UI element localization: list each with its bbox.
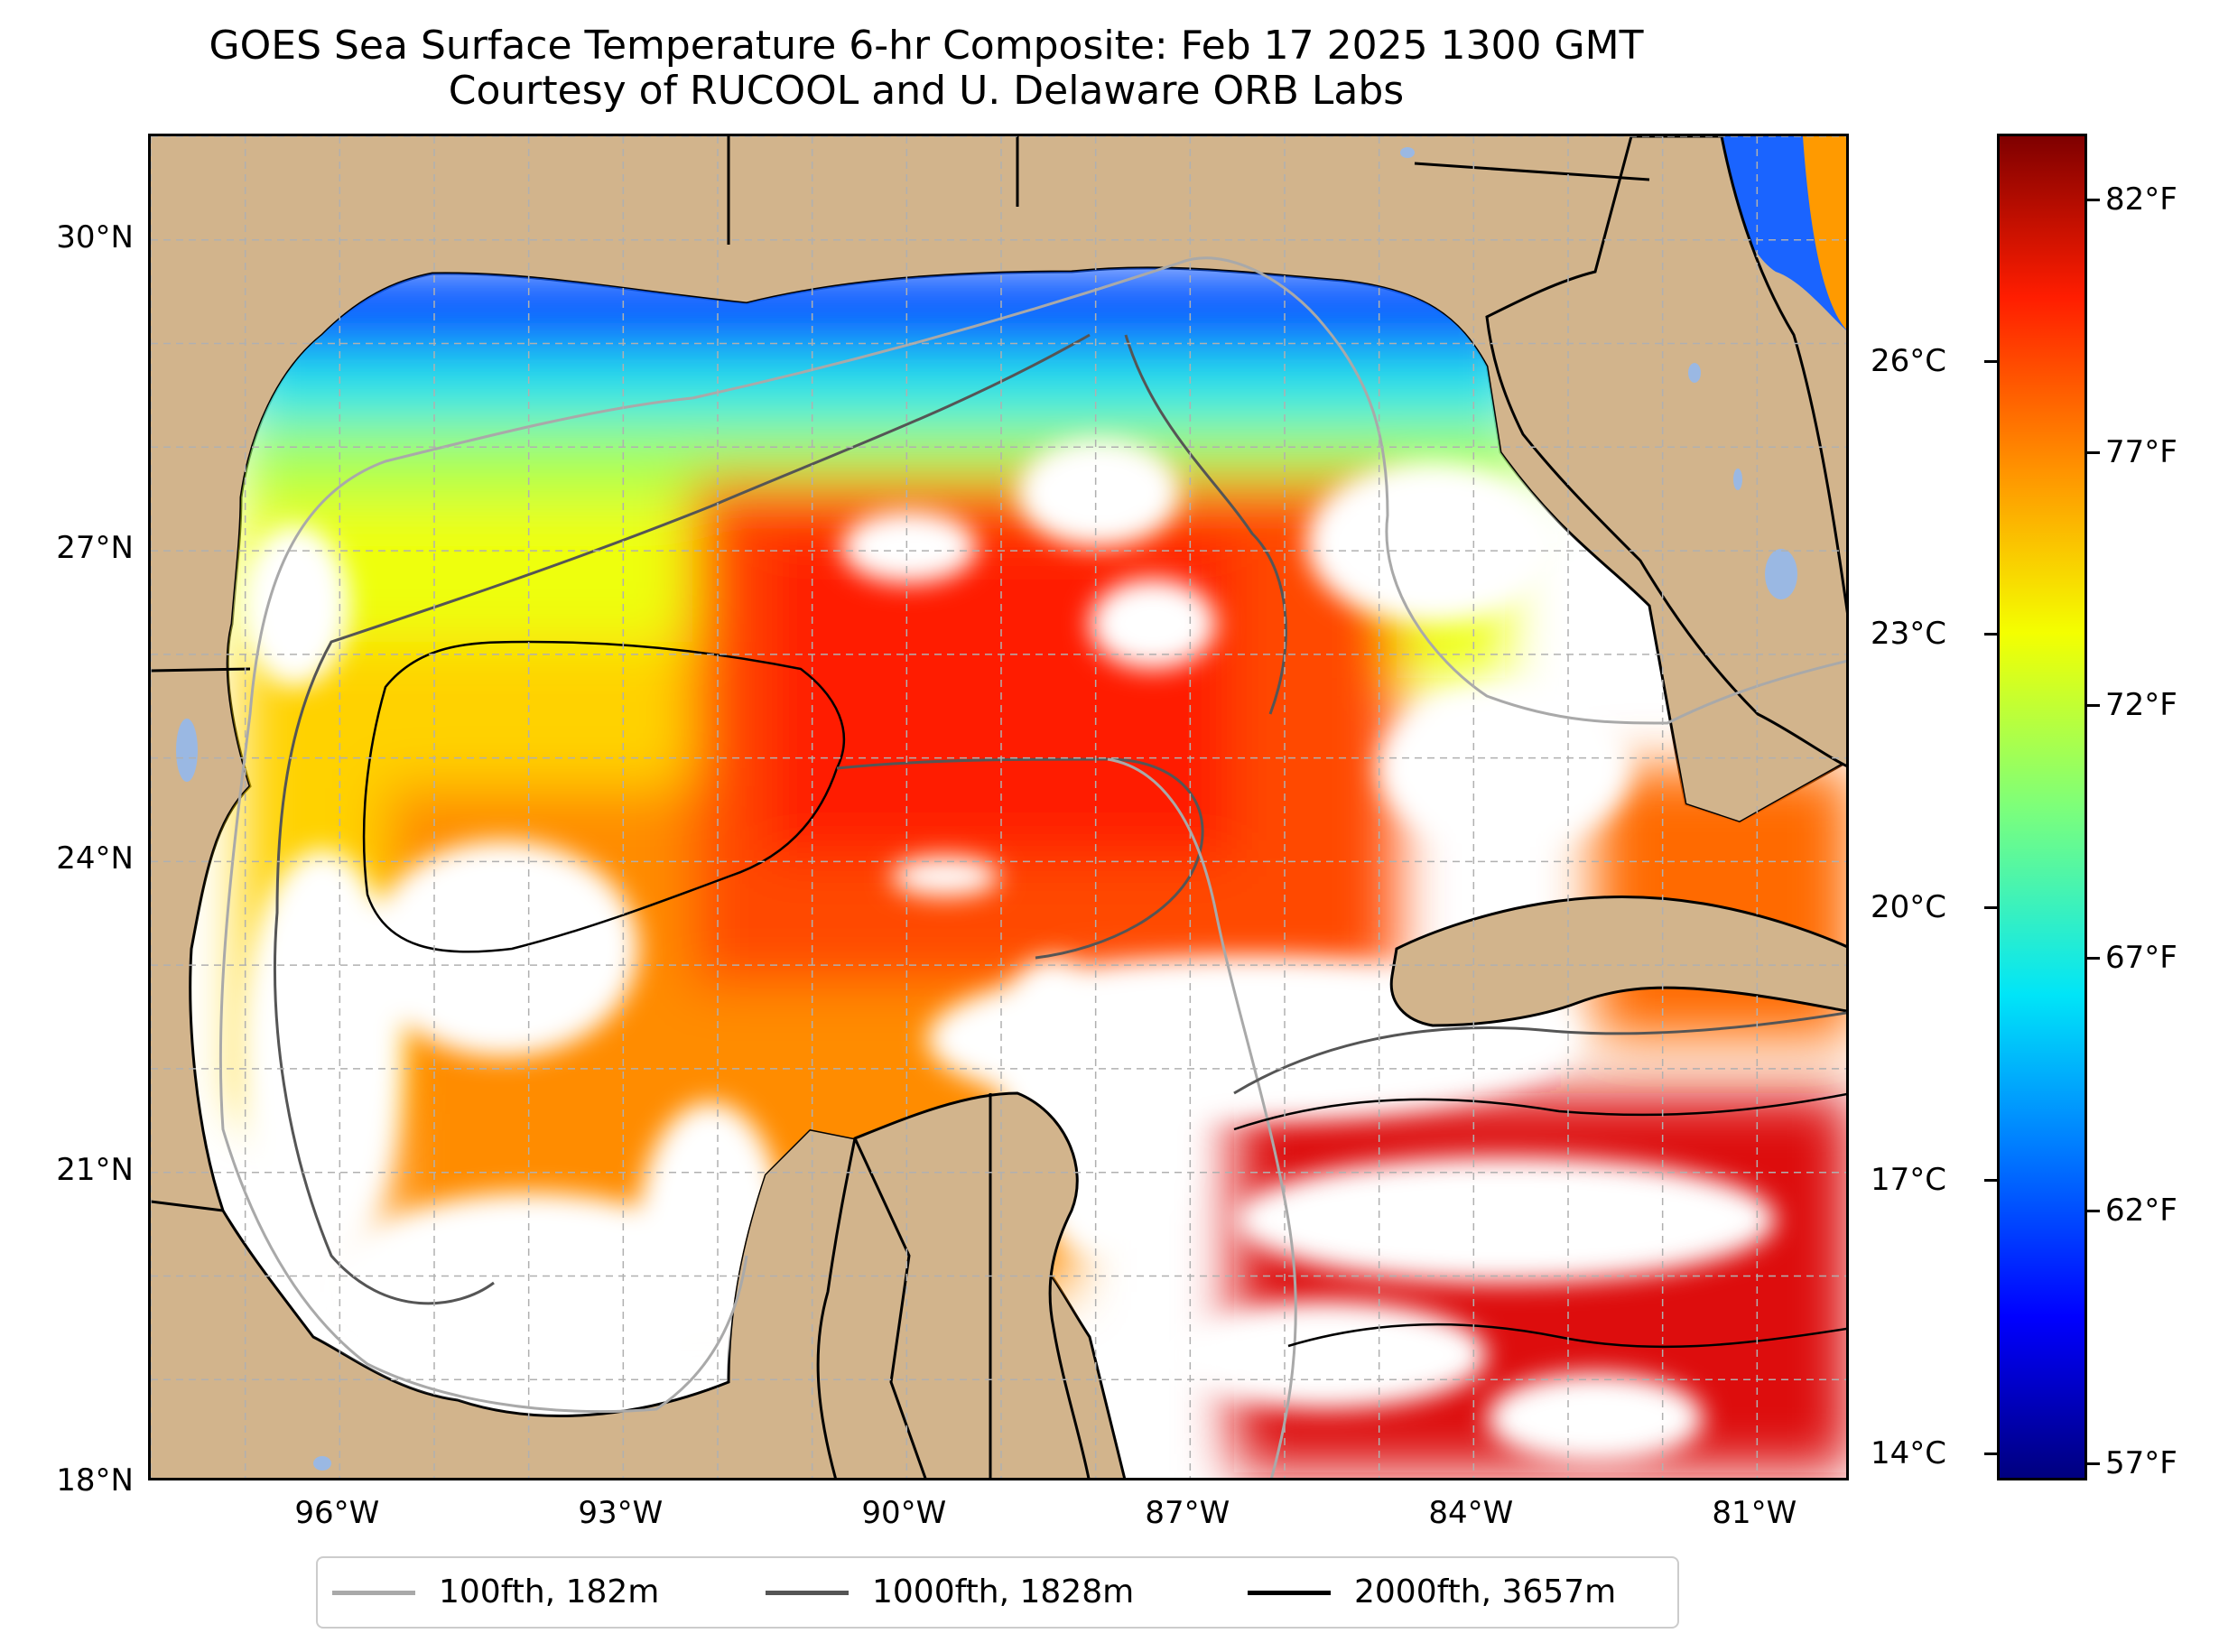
colorbar-fahrenheit-label: 67°F — [2105, 939, 2177, 976]
legend-label-1000fth: 1000fth, 1828m — [872, 1573, 1135, 1610]
colorbar-fahrenheit-label: 62°F — [2105, 1192, 2177, 1229]
longitude-label: 96°W — [294, 1495, 380, 1531]
latitude-label: 21°N — [56, 1151, 134, 1188]
colorbar-celsius-tick — [1984, 633, 1997, 636]
cuba — [1389, 896, 1846, 1027]
graticule — [151, 136, 1846, 1478]
longitude-label: 90°W — [861, 1495, 947, 1531]
colorbar-fahrenheit-tick — [2087, 703, 2100, 707]
longitude-label: 84°W — [1428, 1495, 1514, 1531]
florida-peninsula — [1485, 136, 1846, 767]
bathymetry-legend: 100fth, 182m 1000fth, 1828m 2000fth, 365… — [316, 1556, 1679, 1629]
longitude-label: 87°W — [1145, 1495, 1230, 1531]
colorbar-fahrenheit-tick — [2087, 1209, 2100, 1212]
legend-swatch-1000fth — [766, 1591, 849, 1595]
legend-label-2000fth: 2000fth, 3657m — [1354, 1573, 1617, 1610]
colorbar-celsius-label: 26°C — [1871, 343, 1947, 380]
colorbar-fahrenheit-label: 57°F — [2105, 1444, 2177, 1481]
sst-map — [148, 134, 1849, 1480]
longitude-label: 93°W — [578, 1495, 664, 1531]
colorbar-celsius-tick — [1984, 1452, 1997, 1455]
bathymetry-contours — [218, 256, 1846, 1478]
colorbar-celsius-tick — [1984, 905, 1997, 909]
lakes — [176, 147, 1797, 1471]
latitude-label: 18°N — [56, 1462, 134, 1499]
colorbar-fahrenheit-label: 72°F — [2105, 686, 2177, 723]
colorbar-celsius-label: 14°C — [1871, 1434, 1947, 1471]
latitude-label: 30°N — [56, 218, 134, 255]
map-title: GOES Sea Surface Temperature 6-hr Compos… — [209, 23, 1644, 69]
gulf-stream — [1803, 136, 1846, 329]
colorbar — [1997, 134, 2087, 1480]
latitude-label: 27°N — [56, 530, 134, 567]
longitude-label: 81°W — [1712, 1495, 1797, 1531]
legend-swatch-100fth — [332, 1591, 415, 1595]
yucatan-peninsula — [816, 1091, 1091, 1478]
colorbar-fahrenheit-label: 77°F — [2105, 433, 2177, 470]
colorbar-fahrenheit-tick — [2087, 450, 2100, 454]
colorbar-fahrenheit-tick — [2087, 956, 2100, 960]
legend-label-100fth: 100fth, 182m — [439, 1573, 660, 1610]
colorbar-celsius-tick — [1984, 360, 1997, 364]
legend-swatch-2000fth — [1248, 1591, 1331, 1595]
colorbar-fahrenheit-tick — [2087, 198, 2100, 201]
colorbar-celsius-label: 17°C — [1871, 1162, 1947, 1199]
colorbar-celsius-label: 20°C — [1871, 888, 1947, 925]
latitude-label: 24°N — [56, 840, 134, 877]
colorbar-celsius-tick — [1984, 1179, 1997, 1183]
colorbar-celsius-label: 23°C — [1871, 616, 1947, 653]
sst-map-canvas — [151, 136, 1846, 1478]
gulf-of-mexico — [189, 266, 1846, 1478]
borders — [151, 136, 1650, 1478]
colorbar-fahrenheit-label: 82°F — [2105, 181, 2177, 218]
colorbar-fahrenheit-tick — [2087, 1462, 2100, 1465]
map-subtitle: Courtesy of RUCOOL and U. Delaware ORB L… — [448, 68, 1405, 114]
